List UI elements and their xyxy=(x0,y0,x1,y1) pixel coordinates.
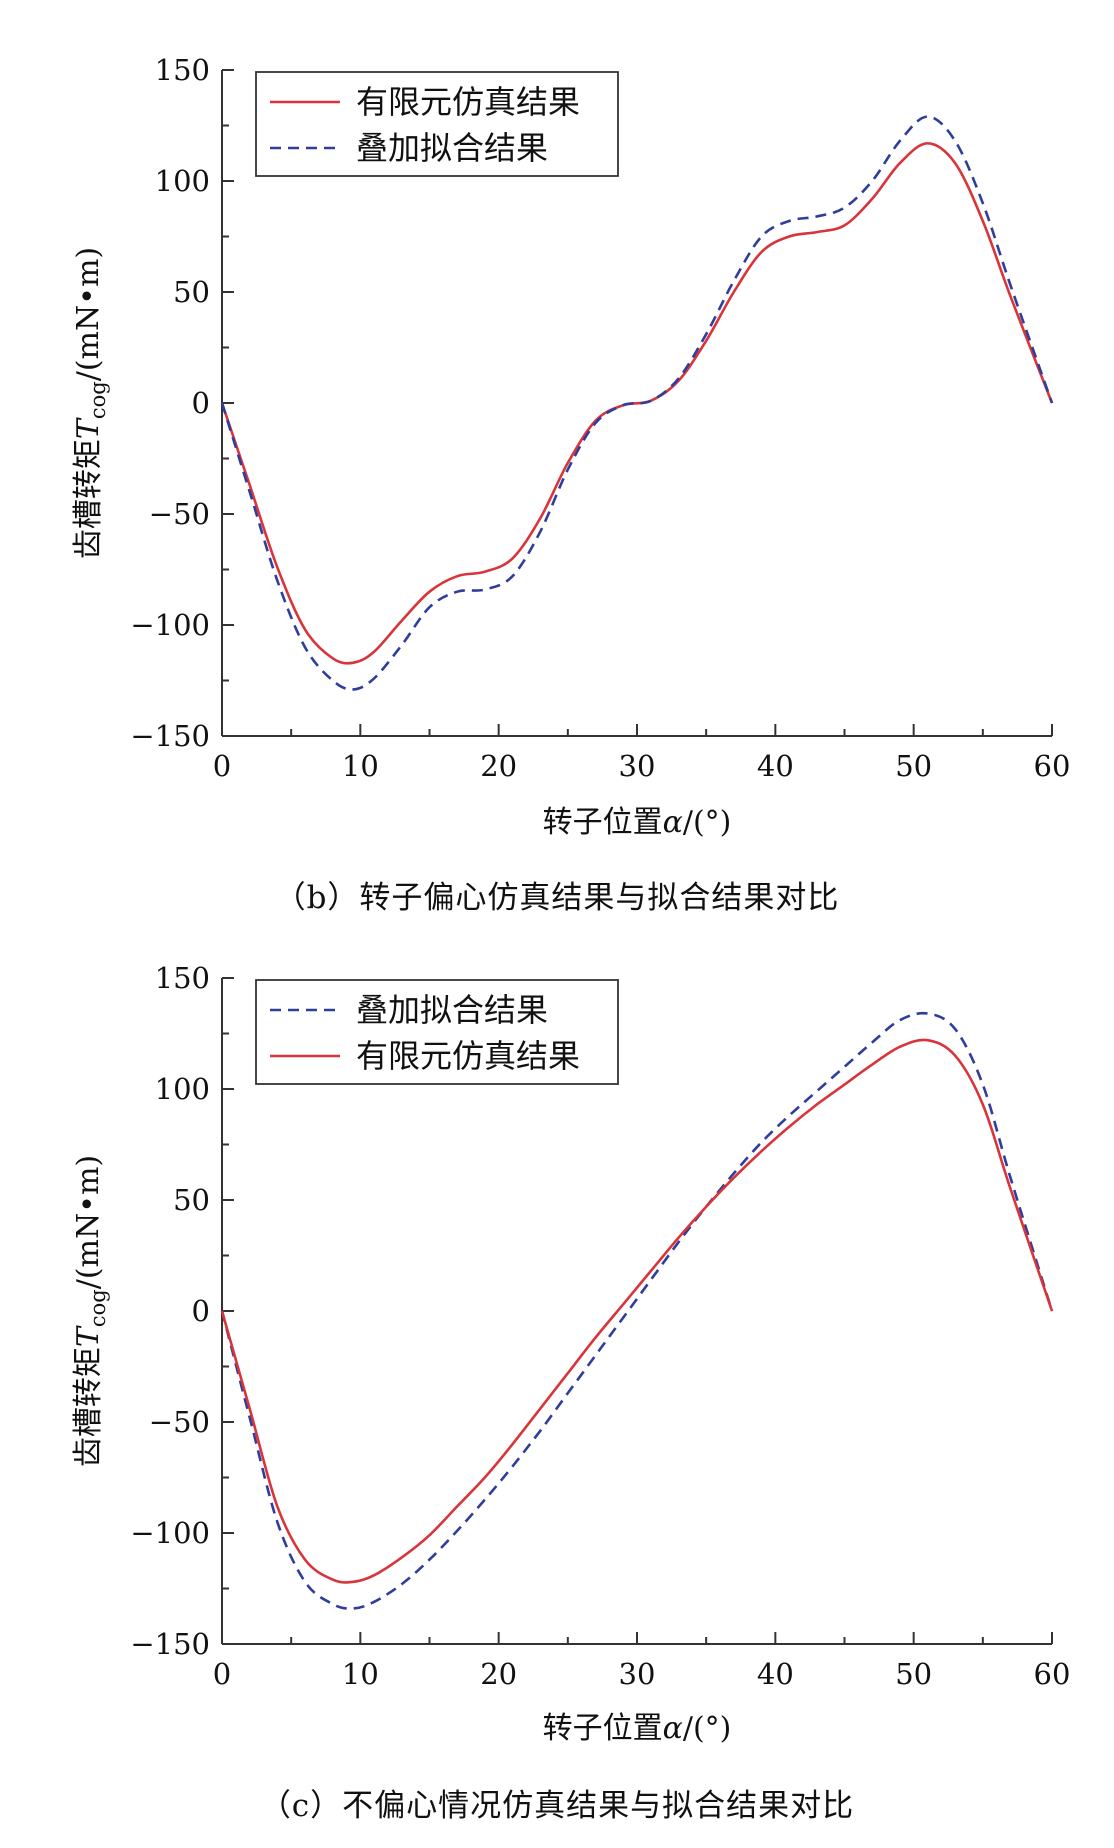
figure-caption: （b）转子偏心仿真结果与拟合结果对比 xyxy=(275,880,840,916)
y-axis-title-subscript: cog xyxy=(86,381,110,419)
y-axis-title-symbol: T xyxy=(71,1325,106,1347)
x-tick-label: 20 xyxy=(480,749,517,783)
y-axis-title-unit: /(mN•m) xyxy=(71,247,106,381)
x-tick-label: 50 xyxy=(895,749,932,783)
y-tick-label: 50 xyxy=(173,275,210,309)
series-line-fitted xyxy=(220,1011,1054,1610)
y-tick-label: −50 xyxy=(149,1405,210,1439)
y-axis-title-text: 齿槽转矩 xyxy=(71,439,106,559)
y-tick-label: −150 xyxy=(130,719,210,753)
y-tick-label: −150 xyxy=(130,1627,210,1661)
y-axis-title-symbol: T xyxy=(71,417,106,439)
y-tick-label: −100 xyxy=(130,608,210,642)
x-tick-label: 60 xyxy=(1034,749,1071,783)
x-axis-title-text: 转子位置 xyxy=(543,1711,663,1746)
x-axis-title-unit: /(°) xyxy=(683,1711,732,1746)
series-line-fem xyxy=(220,142,1054,665)
x-tick-label: 30 xyxy=(619,1657,656,1691)
legend-label: 有限元仿真结果 xyxy=(356,83,580,121)
x-axis-title-symbol: α xyxy=(663,1711,683,1746)
x-axis-title: 转子位置α/(°) xyxy=(543,1711,732,1746)
y-tick-label: 150 xyxy=(155,53,210,87)
x-tick-label: 50 xyxy=(895,1657,932,1691)
x-axis-title-unit: /(°) xyxy=(683,805,732,840)
x-tick-label: 60 xyxy=(1034,1657,1071,1691)
y-tick-label: −100 xyxy=(130,1516,210,1550)
y-tick-label: 100 xyxy=(155,164,210,198)
y-tick-label: 0 xyxy=(192,1294,210,1328)
legend-label: 有限元仿真结果 xyxy=(356,1037,580,1075)
x-tick-label: 0 xyxy=(213,1657,231,1691)
x-tick-label: 0 xyxy=(213,749,231,783)
figure-caption: （c）不偏心情况仿真结果与拟合结果对比 xyxy=(260,1788,854,1824)
y-tick-label: 100 xyxy=(155,1072,210,1106)
x-tick-label: 10 xyxy=(342,749,379,783)
x-axis-title-symbol: α xyxy=(663,805,683,840)
x-axis-title: 转子位置α/(°) xyxy=(543,805,732,840)
y-axis-title: 齿槽转矩Tcog/(mN•m) xyxy=(71,247,110,559)
y-axis-title-subscript: cog xyxy=(86,1289,110,1327)
legend-label: 叠加拟合结果 xyxy=(356,991,548,1029)
x-tick-label: 40 xyxy=(757,749,794,783)
x-tick-label: 20 xyxy=(480,1657,517,1691)
y-tick-label: −50 xyxy=(149,497,210,531)
legend-box xyxy=(255,979,619,1085)
y-tick-label: 0 xyxy=(192,386,210,420)
series-line-fem xyxy=(220,1038,1054,1584)
series-line-fitted xyxy=(220,115,1054,691)
y-axis-title-unit: /(mN•m) xyxy=(71,1155,106,1289)
x-axis-title-text: 转子位置 xyxy=(543,805,663,840)
x-tick-label: 30 xyxy=(619,749,656,783)
x-tick-label: 40 xyxy=(757,1657,794,1691)
x-tick-label: 10 xyxy=(342,1657,379,1691)
y-tick-label: 150 xyxy=(155,961,210,995)
y-axis-title-text: 齿槽转矩 xyxy=(71,1347,106,1467)
y-axis-title: 齿槽转矩Tcog/(mN•m) xyxy=(71,1155,110,1467)
legend-label: 叠加拟合结果 xyxy=(356,129,548,167)
y-tick-label: 50 xyxy=(173,1183,210,1217)
legend-box xyxy=(255,71,619,177)
